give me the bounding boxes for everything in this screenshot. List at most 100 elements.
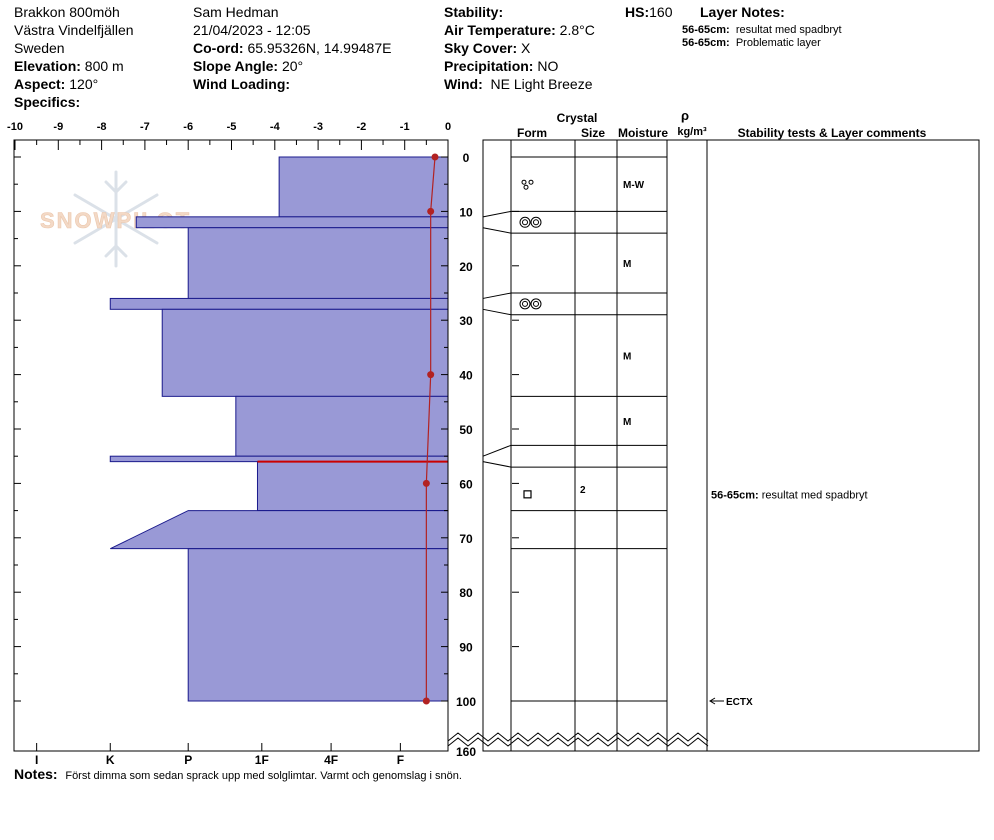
temperature-tick-label: -6 [183,121,193,133]
layer-moisture: M [623,417,631,428]
temperature-tick-label: -2 [357,121,367,133]
wind-loading-row: Wind Loading: [193,75,290,93]
precip-row: Precipitation: NO [444,57,558,75]
layer-note-range: 56-65cm: [682,24,730,36]
layer-size: 2 [580,485,586,496]
hs-row: HS:160 [625,3,672,21]
temperature-point [422,479,430,487]
melt-forms-icon [519,298,542,310]
slope-label: Slope Angle: [193,58,279,74]
layer-comment-range: 56-65cm: [711,489,762,501]
depth-bottom-label: 160 [456,745,476,759]
hardness-tick-label: F [397,753,404,767]
layer-moisture: M-W [623,180,645,191]
layer-boundary-connector [482,292,512,299]
melt-circle [530,216,542,228]
depth-tick-label: 0 [463,151,470,165]
wind-label: Wind: [444,76,483,92]
hardness-tick-label: 1F [255,753,269,767]
aspect-row: Aspect: 120° [14,75,98,93]
hardness-block [187,548,448,702]
layer-note: 56-65cm: Problematic layer [682,37,821,50]
temperature-point [427,371,435,379]
layer-moisture: M [623,259,631,270]
melt-forms-icon [519,216,542,228]
sky-value: X [521,40,531,56]
notes-row: Notes: Först dimma som sedan sprack upp … [14,766,462,782]
air-temp-row: Air Temperature: 2.8°C [444,21,595,39]
depth-break-zigzag [447,732,709,742]
temperature-tick-label: 0 [445,121,451,133]
grain-circle [523,184,529,190]
rounded-grains-icon [521,179,534,190]
sky-label: Sky Cover: [444,40,518,56]
specifics-label: Specifics: [14,94,81,110]
aspect-label: Aspect: [14,76,66,92]
precip-label: Precipitation: [444,58,534,74]
faceted-crystals-icon [523,490,532,499]
snowflake-icon [73,170,159,268]
observer-name: Sam Hedman [193,4,279,20]
hs-value: 160 [649,4,673,20]
layer-comment: 56-65cm: resultat med spadbryt [711,489,868,501]
temperature-tick-label: -9 [53,121,63,133]
melt-inner-circle [533,300,539,307]
sky-row: Sky Cover: X [444,39,530,57]
layer-boundary-connector [482,210,512,218]
specifics-row: Specifics: [14,93,80,111]
stability-row: Stability: [444,3,503,21]
column-header-moisture: Moisture [618,126,668,140]
hardness-tick-label: I [35,753,38,767]
layer-boundary-connector [482,444,512,457]
depth-tick-label: 30 [459,314,473,328]
layer-moisture: M [623,352,631,363]
hardness-block [135,216,448,229]
column-header-form: Form [517,126,547,140]
coord-value: 65.95326N, 14.99487E [247,40,392,56]
hardness-block [256,461,448,512]
depth-tick-label: 10 [459,205,473,219]
snowpilot-watermark: SNOWPILOT [40,170,191,268]
wind-value: NE Light Breeze [490,76,593,92]
layer-boundary-connector [482,227,512,234]
layer-note-range: 56-65cm: [682,37,730,49]
hardness-block [235,395,448,457]
temperature-point [427,207,435,215]
layer-boundary-connector [482,308,512,316]
melt-inner-circle [533,219,539,226]
depth-tick-label: 100 [456,695,476,709]
air-temp-value: 2.8°C [559,22,595,38]
layer-notes-label: Layer Notes: [700,4,785,20]
melt-inner-circle [522,219,528,226]
temperature-tick-label: -5 [227,121,237,133]
layer-boundary-connector [482,461,512,468]
aspect-value: 120° [69,76,99,92]
hardness-block [110,510,448,550]
stability-label: Stability: [444,4,504,20]
hardness-block [278,156,448,218]
area-name: Västra Vindelfjällen [14,22,134,38]
grain-circle [521,179,527,185]
temperature-point [431,153,439,161]
depth-tick-label: 60 [459,477,473,491]
layer-note-text: Problematic layer [735,37,821,49]
coord-row: Co-ord: 65.95326N, 14.99487E [193,39,391,57]
observation-datetime: 21/04/2023 - 12:05 [193,22,311,38]
layer-note: 56-65cm: resultat med spadbryt [682,24,842,37]
temperature-tick-label: -10 [7,121,23,133]
melt-circle [530,298,542,310]
temperature-tick-label: -4 [270,121,281,133]
watermark-text: SNOWPILOT [40,208,191,233]
slope-row: Slope Angle: 20° [193,57,303,75]
temperature-tick-label: -3 [313,121,323,133]
hs-label: HS: [625,4,650,20]
stability-test-arrowhead [709,697,716,705]
slope-value: 20° [281,58,304,74]
profile-header: Brakkon 800möh Västra Vindelfjällen Swed… [0,0,994,115]
temperature-tick-label: -8 [97,121,107,133]
elevation-value: 800 m [84,58,124,74]
wind-row: Wind: NE Light Breeze [444,75,592,93]
hardness-tick-label: K [106,753,115,767]
depth-tick-label: 70 [459,532,473,546]
